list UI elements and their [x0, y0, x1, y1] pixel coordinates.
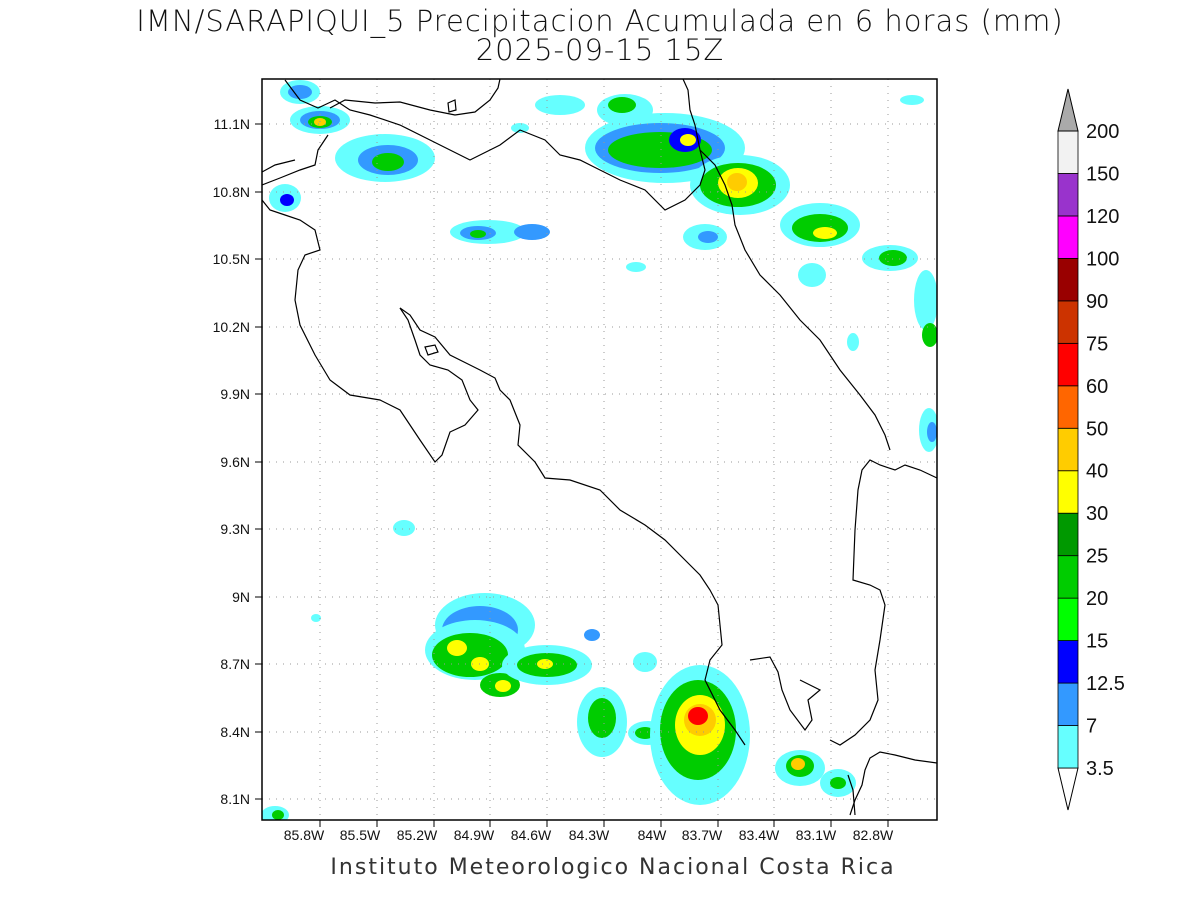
lon-tick-label: 85.5W [340, 827, 381, 843]
colorbar-label: 30 [1086, 503, 1108, 525]
lat-tick-label: 9.6N [220, 454, 250, 470]
colorbar-segment [1057, 173, 1079, 217]
colorbar-upper-arrow [1057, 88, 1079, 132]
map-subtitle: 2025-09-15 15Z [475, 33, 725, 67]
colorbar-segment [1057, 427, 1079, 472]
colorbar-label: 3.5 [1086, 758, 1114, 780]
lat-tick-label: 9.3N [220, 521, 250, 537]
lat-tick-labels: 11.1N 10.8N 10.5N 10.2N 9.9N 9.6N 9.3N 9… [213, 116, 250, 807]
colorbar-label: 150 [1086, 163, 1119, 185]
lon-tick-label: 84.3W [569, 827, 610, 843]
colorbar-segment [1057, 470, 1079, 514]
colorbar-segment [1057, 640, 1079, 684]
colorbar-segment [1057, 215, 1079, 259]
lat-tick-label: 10.8N [213, 184, 250, 200]
precipitation-field [262, 80, 937, 820]
colorbar-label: 40 [1086, 461, 1108, 483]
colorbar-segment [1057, 512, 1079, 557]
lat-tick-label: 8.4N [220, 724, 250, 740]
lon-tick-label: 85.2W [397, 827, 438, 843]
lon-tick-label: 83.1W [796, 827, 837, 843]
colorbar-segment [1057, 385, 1079, 429]
colorbar-segment [1057, 555, 1079, 599]
colorbar-segment [1057, 682, 1079, 726]
footer-credit: Instituto Meteorologico Nacional Costa R… [330, 855, 896, 880]
lon-tick-label: 83.7W [682, 827, 723, 843]
lon-tick-labels: 85.8W 85.5W 85.2W 84.9W 84.6W 84.3W 84W … [284, 827, 894, 843]
colorbar-segment [1057, 130, 1079, 174]
colorbar-segment [1057, 300, 1079, 344]
colorbar-segment [1057, 257, 1079, 302]
colorbar-segment [1057, 597, 1079, 642]
colorbar-label: 12.5 [1086, 673, 1125, 695]
lat-tick-label: 9N [232, 589, 250, 605]
tick-marks [255, 123, 889, 827]
lon-tick-label: 83.4W [739, 827, 780, 843]
lon-tick-label: 82.8W [853, 827, 894, 843]
colorbar-label: 25 [1086, 546, 1108, 568]
colorbar-lower-arrow [1057, 767, 1079, 811]
colorbar-label: 20 [1086, 588, 1108, 610]
colorbar-label: 7 [1086, 716, 1097, 738]
colorbar: 3.5 7 12.5 15 20 25 30 40 50 60 75 90 100 120 150 200 [1057, 88, 1125, 811]
colorbar-label: 60 [1086, 376, 1108, 398]
colorbar-label: 120 [1086, 206, 1119, 228]
lat-tick-label: 11.1N [214, 116, 250, 132]
colorbar-label: 100 [1086, 248, 1119, 270]
lon-tick-label: 84.6W [511, 827, 552, 843]
lon-tick-label: 85.8W [284, 827, 325, 843]
lat-tick-label: 8.1N [220, 791, 250, 807]
colorbar-segment [1057, 725, 1079, 769]
colorbar-label: 200 [1086, 121, 1119, 143]
lat-tick-label: 9.9N [220, 386, 250, 402]
coastlines [262, 79, 937, 816]
lon-tick-label: 84.9W [454, 827, 495, 843]
map-title: IMN/SARAPIQUI_5 Precipitacion Acumulada … [136, 4, 1064, 38]
lat-tick-label: 8.7N [220, 656, 250, 672]
lat-tick-label: 10.2N [213, 319, 250, 335]
lat-tick-label: 10.5N [213, 251, 250, 267]
map-frame [261, 78, 938, 821]
colorbar-label: 75 [1086, 333, 1108, 355]
colorbar-label: 90 [1086, 291, 1108, 313]
colorbar-label: 50 [1086, 418, 1108, 440]
colorbar-segment [1057, 342, 1079, 387]
gridlines [262, 79, 937, 820]
lon-tick-label: 84W [638, 827, 668, 843]
colorbar-label: 15 [1086, 631, 1108, 653]
